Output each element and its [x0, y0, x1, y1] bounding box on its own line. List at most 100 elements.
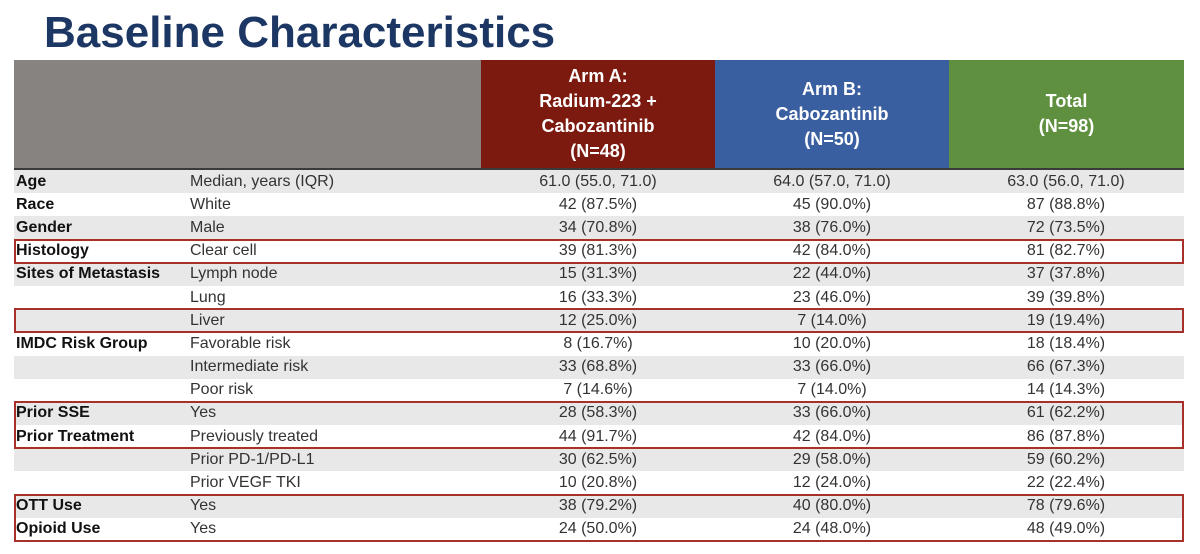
header-arm-a: Arm A: Radium-223 + Cabozantinib (N=48) — [481, 60, 715, 168]
arm-a-value: 12 (25.0%) — [558, 311, 638, 329]
table-row: Histology Clear cell 39 (81.3%) 42 (84.0%) 8… — [14, 239, 1184, 263]
arm-a-value: 24 (50.0%) — [558, 520, 638, 538]
header-arm-a-line: Arm A: — [568, 66, 628, 86]
total-value: 39 (39.8%) — [1026, 288, 1106, 306]
row-subcategory: Lung — [190, 288, 226, 306]
header-arm-b-line: Cabozantinib — [775, 103, 889, 124]
arm-a-value: 16 (33.3%) — [558, 288, 638, 306]
total-value: 72 (73.5%) — [1026, 218, 1106, 236]
table-row: OTT Use Yes 38 (79.2%) 40 (80.0%) 78 (79.6%) — [14, 494, 1184, 518]
arm-b-value: 10 (20.0%) — [792, 334, 872, 352]
row-category: Race — [16, 195, 55, 213]
row-category: Age — [16, 172, 47, 190]
arm-b-value: 33 (66.0%) — [792, 404, 872, 422]
row-category: OTT Use — [16, 497, 82, 515]
arm-b-value: 23 (46.0%) — [792, 288, 872, 306]
row-subcategory: White — [190, 195, 231, 213]
total-value: 22 (22.4%) — [1026, 474, 1106, 492]
header-arm-b: Arm B: Cabozantinib (N=50) — [715, 60, 949, 168]
header-arm-a-line: (N=48) — [570, 141, 626, 161]
arm-a-value: 38 (79.2%) — [558, 497, 638, 515]
row-subcategory: Favorable risk — [190, 334, 291, 352]
arm-a-value: 8 (16.7%) — [563, 334, 633, 352]
arm-a-value: 7 (14.6%) — [563, 381, 633, 399]
arm-a-value: 30 (62.5%) — [558, 450, 638, 468]
table-row: Prior VEGF TKI 10 (20.8%) 12 (24.0%) 22 (22… — [14, 471, 1184, 495]
arm-b-value: 64.0 (57.0, 71.0) — [773, 172, 891, 190]
table-row: Poor risk 7 (14.6%) 7 (14.0%) 14 (14.3%) — [14, 378, 1184, 402]
row-category: Histology — [16, 242, 89, 260]
arm-b-value: 7 (14.0%) — [797, 311, 867, 329]
row-subcategory: Clear cell — [190, 242, 257, 260]
row-category: Opioid Use — [16, 520, 101, 538]
baseline-table: Arm A: Radium-223 + Cabozantinib (N=48) … — [14, 60, 1184, 543]
header-arm-a-line: Radium-223 + — [539, 91, 657, 111]
total-value: 37 (37.8%) — [1026, 265, 1106, 283]
row-subcategory: Prior PD-1/PD-L1 — [190, 450, 315, 468]
row-category: Prior Treatment — [16, 427, 135, 445]
header-arm-a-line: Cabozantinib — [541, 116, 655, 136]
header-total-line: (N=98) — [1038, 116, 1095, 136]
arm-b-value: 22 (44.0%) — [792, 265, 872, 283]
total-value: 61 (62.2%) — [1026, 404, 1106, 422]
row-category: IMDC Risk Group — [16, 334, 148, 352]
header-total: Total (N=98) — [949, 60, 1184, 168]
total-value: 48 (49.0%) — [1026, 520, 1106, 538]
table-row: IMDC Risk Group Favorable risk 8 (16.7%) 10… — [14, 332, 1184, 356]
row-category: Prior SSE — [16, 404, 90, 422]
table-row: Prior PD-1/PD-L1 30 (62.5%) 29 (58.0%) 59 (… — [14, 448, 1184, 472]
total-value: 18 (18.4%) — [1026, 334, 1106, 352]
total-value: 63.0 (56.0, 71.0) — [1007, 172, 1125, 190]
header-arm-b-line: (N=50) — [804, 128, 860, 149]
row-subcategory: Intermediate risk — [190, 358, 309, 376]
row-category: Gender — [16, 218, 73, 236]
arm-b-value: 29 (58.0%) — [792, 450, 872, 468]
row-subcategory: Poor risk — [190, 381, 254, 399]
arm-b-value: 45 (90.0%) — [792, 195, 872, 213]
total-value: 86 (87.8%) — [1026, 427, 1106, 445]
total-value: 59 (60.2%) — [1026, 450, 1106, 468]
row-subcategory: Previously treated — [190, 427, 319, 445]
row-subcategory: Lymph node — [190, 265, 278, 283]
arm-a-value: 10 (20.8%) — [558, 474, 638, 492]
row-subcategory: Yes — [190, 404, 217, 422]
arm-b-value: 7 (14.0%) — [797, 381, 867, 399]
table-row: Sites of Metastasis Lymph node 15 (31.3%) 2… — [14, 262, 1184, 286]
row-category: Sites of Metastasis — [16, 265, 161, 283]
table-row: Intermediate risk 33 (68.8%) 33 (66.0%) 66 … — [14, 355, 1184, 379]
slide-title: Baseline Characteristics — [44, 8, 556, 57]
arm-b-value: 24 (48.0%) — [792, 520, 872, 538]
arm-b-value: 42 (84.0%) — [792, 427, 872, 445]
header-total-line: Total — [1045, 91, 1088, 111]
arm-b-value: 12 (24.0%) — [792, 474, 872, 492]
header-arm-b-line: Arm B: — [801, 78, 862, 99]
arm-a-value: 34 (70.8%) — [558, 218, 638, 236]
arm-b-value: 38 (76.0%) — [792, 218, 872, 236]
header-divider — [14, 168, 1184, 170]
row-subcategory: Prior VEGF TKI — [190, 474, 301, 492]
row-subcategory: Yes — [190, 497, 217, 515]
table-row: Liver 12 (25.0%) 7 (14.0%) 19 (19.4%) — [14, 309, 1184, 333]
arm-b-value: 42 (84.0%) — [792, 242, 872, 260]
row-subcategory: Liver — [190, 311, 225, 329]
arm-a-value: 33 (68.8%) — [558, 358, 638, 376]
table-row: Opioid Use Yes 24 (50.0%) 24 (48.0%) 48 (49.… — [14, 517, 1184, 541]
arm-a-value: 15 (31.3%) — [558, 265, 638, 283]
table-body: Age Median, years (IQR) 61.0 (55.0, 71.0) 6… — [14, 170, 1184, 543]
row-subcategory: Male — [190, 218, 225, 236]
arm-a-value: 61.0 (55.0, 71.0) — [539, 172, 657, 190]
total-value: 78 (79.6%) — [1026, 497, 1106, 515]
row-subcategory: Median, years (IQR) — [190, 172, 335, 190]
table-row: Age Median, years (IQR) 61.0 (55.0, 71.0) 6… — [14, 170, 1184, 194]
total-value: 14 (14.3%) — [1026, 381, 1106, 399]
total-value: 81 (82.7%) — [1026, 242, 1106, 260]
table-row: Race White 42 (87.5%) 45 (90.0%) 87 (88.8%) — [14, 193, 1184, 217]
arm-b-value: 33 (66.0%) — [792, 358, 872, 376]
table-row: Gender Male 34 (70.8%) 38 (76.0%) 72 (73.5%) — [14, 216, 1184, 240]
table-row: Prior Treatment Previously treated 44 (91.… — [14, 425, 1184, 449]
arm-a-value: 42 (87.5%) — [558, 195, 638, 213]
arm-a-value: 28 (58.3%) — [558, 404, 638, 422]
total-value: 87 (88.8%) — [1026, 195, 1106, 213]
row-subcategory: Yes — [190, 520, 217, 538]
header-blank-cell — [14, 60, 481, 168]
